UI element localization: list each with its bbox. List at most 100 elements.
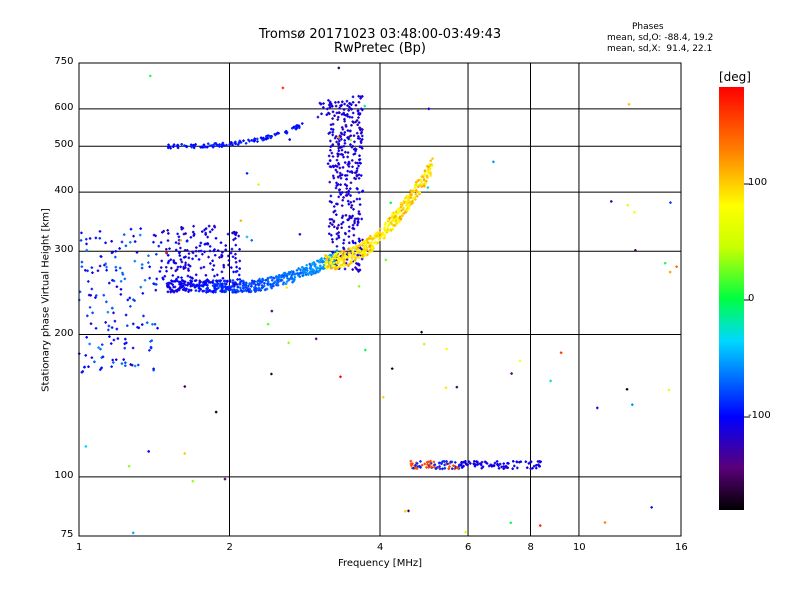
echo-point	[216, 273, 219, 277]
echo-point	[351, 165, 354, 169]
echo-point	[270, 278, 274, 282]
echo-point	[381, 395, 385, 399]
echo-point	[182, 256, 186, 259]
echo-point	[343, 119, 346, 123]
echo-point	[193, 144, 196, 147]
echo-point	[166, 254, 170, 257]
echo-point	[338, 111, 341, 115]
echo-point	[356, 268, 359, 271]
echo-point	[321, 260, 324, 264]
echo-point	[287, 341, 290, 345]
echo-point	[159, 266, 163, 269]
echo-point	[338, 166, 342, 170]
echo-point	[115, 285, 119, 288]
echo-point	[86, 269, 89, 273]
y-tick-label: 100	[54, 469, 74, 481]
echo-point	[513, 464, 516, 468]
echo-point	[266, 280, 270, 283]
echo-point	[276, 131, 279, 135]
echo-point	[114, 265, 118, 269]
echo-point	[106, 310, 110, 314]
echo-point	[226, 279, 229, 283]
echo-point	[230, 247, 234, 251]
echo-point	[305, 263, 308, 267]
echo-point	[342, 238, 346, 242]
echo-point	[331, 130, 335, 134]
echo-point	[228, 143, 232, 146]
echo-point	[206, 142, 210, 145]
echo-point	[292, 126, 296, 129]
echo-point	[84, 354, 88, 357]
echo-point	[287, 272, 291, 276]
echo-point	[527, 462, 531, 465]
echo-point	[195, 246, 198, 249]
echo-point	[211, 290, 215, 294]
echo-point	[358, 161, 362, 165]
echo-point	[214, 283, 218, 287]
echo-point	[234, 233, 238, 237]
colorbar-label: [deg]	[719, 70, 751, 84]
echo-point	[349, 187, 352, 190]
echo-point	[336, 258, 340, 261]
echo-point	[349, 138, 353, 142]
echo-point	[333, 136, 337, 140]
echo-point	[405, 208, 408, 211]
x-axis-label: Frequency [MHz]	[337, 558, 423, 569]
echo-point	[124, 337, 127, 341]
echo-point	[169, 146, 172, 150]
echo-point	[413, 186, 417, 190]
echo-point	[340, 191, 344, 194]
echo-point	[236, 285, 240, 289]
echo-point	[270, 284, 273, 287]
echo-point	[475, 460, 479, 463]
echo-point	[254, 283, 257, 287]
echo-point	[290, 275, 293, 279]
echo-point	[525, 466, 529, 470]
echo-point	[176, 144, 180, 148]
echo-point	[191, 251, 195, 255]
echo-point	[335, 232, 339, 236]
echo-point	[343, 139, 347, 142]
echo-point	[359, 174, 363, 177]
echo-point	[340, 226, 343, 230]
echo-point	[189, 236, 193, 239]
echo-point	[356, 262, 359, 266]
echo-point	[415, 189, 418, 192]
echo-point	[292, 272, 296, 276]
echo-point	[384, 258, 388, 262]
echo-point	[346, 163, 350, 166]
echo-point	[208, 245, 212, 248]
echo-point	[367, 236, 370, 240]
echo-point	[524, 460, 528, 464]
echo-point	[122, 358, 125, 361]
echo-point	[127, 464, 131, 468]
echo-point	[529, 467, 532, 471]
echo-point	[93, 360, 96, 364]
echo-point	[199, 249, 203, 253]
echo-point	[356, 109, 360, 112]
echo-point	[328, 100, 332, 104]
echo-point	[152, 367, 155, 371]
echo-point	[412, 190, 416, 193]
echo-point	[345, 184, 349, 188]
echo-point	[276, 281, 280, 284]
echo-point	[132, 234, 135, 238]
echo-point	[285, 275, 289, 278]
echo-point	[328, 180, 332, 184]
echo-point	[209, 262, 212, 265]
echo-point	[433, 463, 437, 466]
echo-point	[669, 201, 672, 204]
echo-point	[225, 287, 229, 291]
echo-point	[359, 247, 362, 250]
echo-point	[202, 289, 206, 293]
echo-point	[257, 283, 261, 287]
echo-point	[344, 150, 347, 154]
echo-point	[84, 268, 87, 272]
echo-point	[332, 264, 336, 268]
echo-point	[663, 261, 667, 265]
echo-point	[473, 464, 477, 468]
echo-point	[336, 118, 340, 121]
echo-point	[627, 102, 631, 106]
echo-point	[423, 462, 427, 466]
echo-point	[328, 131, 332, 134]
